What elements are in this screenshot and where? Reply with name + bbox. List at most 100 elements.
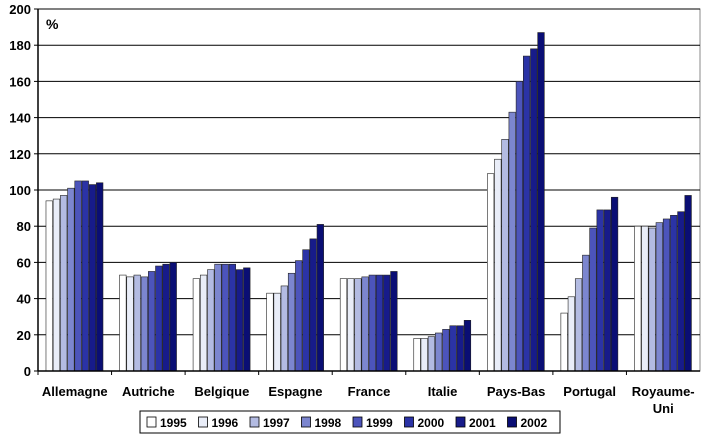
- legend-swatch: [249, 416, 260, 428]
- bar: [603, 209, 611, 372]
- legend-label: 2001: [469, 416, 496, 430]
- x-tick-label: Allemagne: [42, 384, 108, 399]
- bar: [96, 182, 104, 372]
- bar: [610, 196, 619, 372]
- bar: [677, 211, 685, 372]
- bar: [368, 274, 376, 372]
- bar: [266, 292, 274, 372]
- legend: 1995 1996 1997 1998 1999 2000 2001 2002: [139, 410, 561, 434]
- y-tick-labels: 0 20 40 60 80 100 120 140 160 180 200: [9, 2, 31, 379]
- y-tick-label: 160: [9, 74, 31, 89]
- bar: [214, 263, 222, 372]
- bar: [316, 224, 324, 372]
- bar: [456, 325, 464, 372]
- bar: [67, 187, 75, 372]
- bar: [589, 227, 597, 372]
- bar: [530, 48, 538, 372]
- bar: [162, 263, 170, 372]
- bar: [574, 278, 583, 372]
- y-tick-label: 180: [9, 38, 31, 53]
- bar: [435, 332, 443, 372]
- bar: [45, 200, 53, 372]
- y-tick-label: 200: [9, 2, 31, 17]
- y-tick-label: 60: [17, 255, 31, 270]
- bar: [88, 184, 97, 372]
- bar: [361, 276, 369, 372]
- bar: [119, 274, 127, 372]
- bar: [354, 278, 362, 372]
- x-tick-label: Espagne: [268, 384, 322, 399]
- bar: [684, 195, 692, 372]
- bar: [442, 329, 450, 372]
- bar: [515, 81, 524, 372]
- x-tick-label: Pays-Bas: [487, 384, 546, 399]
- legend-label: 1995: [160, 416, 187, 430]
- legend-swatch: [146, 416, 157, 428]
- bar: [295, 260, 303, 372]
- bar: [60, 195, 68, 372]
- bar: [192, 278, 200, 372]
- bar: [487, 173, 495, 372]
- x-tick-label: Belgique: [194, 384, 249, 399]
- bar: [383, 274, 391, 372]
- x-tick-labels: Allemagne Autriche Belgique Espagne France It…: [42, 384, 695, 416]
- y-tick-label: 40: [17, 292, 31, 307]
- legend-label: 1999: [366, 416, 393, 430]
- legend-swatch: [301, 416, 311, 428]
- bar: [347, 278, 355, 372]
- bar: [207, 269, 215, 372]
- bar: [560, 312, 568, 372]
- bar: [375, 274, 384, 372]
- x-tick-label: Italie: [428, 384, 458, 399]
- y-tick-label: 120: [9, 147, 31, 162]
- bar: [662, 218, 671, 372]
- bar: [243, 267, 251, 372]
- bar: [273, 292, 281, 372]
- legend-label: 2000: [418, 416, 445, 430]
- bar: [463, 320, 472, 372]
- bar: [74, 180, 82, 372]
- x-tick-label: Portugal: [563, 384, 616, 399]
- x-tick-label: Royaume-: [632, 384, 695, 399]
- bar: [634, 225, 642, 372]
- legend-label: 1998: [315, 416, 342, 430]
- bar: [302, 249, 310, 372]
- legend-label: 2002: [521, 416, 548, 430]
- bar: [508, 111, 516, 372]
- bar: [494, 158, 502, 372]
- bar: [537, 32, 545, 372]
- bar: [567, 296, 575, 372]
- bar: [309, 238, 317, 372]
- y-tick-label: 100: [9, 183, 31, 198]
- unit-label: %: [46, 16, 59, 32]
- bar: [199, 274, 208, 372]
- legend-swatch: [352, 416, 363, 428]
- bar: [339, 278, 348, 372]
- bar: [235, 269, 244, 372]
- bar: [641, 225, 649, 372]
- bar: [280, 285, 288, 372]
- x-tick-label: Autriche: [122, 384, 175, 399]
- bar: [420, 338, 428, 372]
- y-tick-label: 20: [17, 328, 31, 343]
- bar: [140, 276, 149, 372]
- bar: [287, 272, 296, 372]
- y-tick-label: 80: [17, 219, 31, 234]
- legend-swatch: [198, 416, 208, 428]
- bar: [523, 55, 531, 372]
- y-tick-label: 0: [24, 364, 31, 379]
- bar: [655, 222, 663, 372]
- legend-label: 1996: [212, 416, 239, 430]
- bar: [148, 271, 156, 372]
- bar: [596, 209, 604, 372]
- legend-swatch: [507, 416, 517, 428]
- legend-label: 1997: [263, 416, 290, 430]
- legend-box: [139, 410, 561, 434]
- bar: [427, 336, 436, 372]
- y-tick-label: 140: [9, 111, 31, 126]
- bar: [390, 271, 398, 372]
- legend-swatch: [404, 416, 414, 428]
- bar: [582, 254, 590, 372]
- bar: [126, 276, 134, 372]
